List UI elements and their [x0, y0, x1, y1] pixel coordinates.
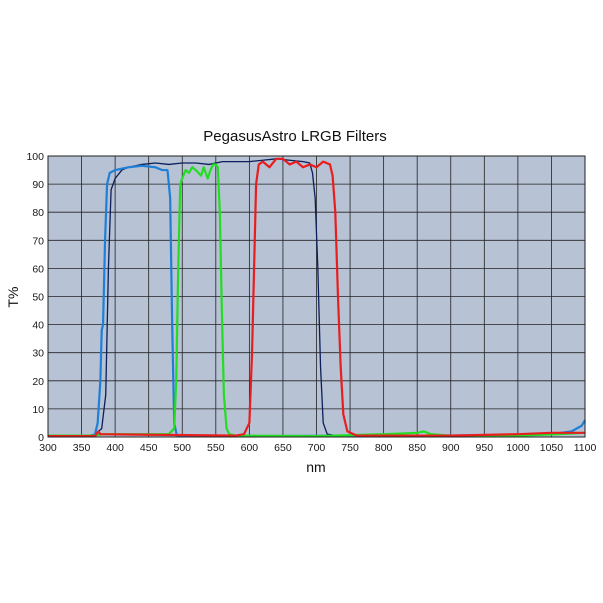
x-tick-label: 700 — [308, 442, 326, 454]
x-tick-label: 1000 — [506, 442, 530, 454]
chart-title: PegasusAstro LRGB Filters — [203, 128, 386, 145]
x-tick-label: 300 — [39, 442, 57, 454]
y-tick-label: 20 — [32, 376, 44, 388]
y-tick-label: 40 — [32, 320, 44, 332]
series-line — [48, 158, 586, 437]
y-axis-label: T% — [5, 287, 21, 308]
x-tick-label: 600 — [241, 442, 259, 454]
y-tick-label: 60 — [32, 263, 44, 275]
x-tick-label: 500 — [173, 442, 191, 454]
x-tick-label: 450 — [140, 442, 158, 454]
x-tick-label: 350 — [73, 442, 91, 454]
y-tick-label: 100 — [26, 151, 44, 163]
y-tick-label: 10 — [32, 404, 44, 416]
y-tick-label: 50 — [32, 292, 44, 304]
x-tick-label: 900 — [442, 442, 460, 454]
y-tick-label: 30 — [32, 348, 44, 360]
x-tick-label: 1100 — [574, 442, 597, 454]
grid-lines — [48, 156, 585, 437]
y-tick-label: 0 — [38, 432, 44, 444]
x-axis-label: nm — [306, 459, 325, 475]
series-line — [48, 157, 585, 438]
x-tick-label: 400 — [106, 442, 124, 454]
x-tick-label: 850 — [408, 442, 426, 454]
x-tick-label: 650 — [274, 442, 292, 454]
x-tick-label: 1050 — [540, 442, 564, 454]
x-tick-label: 800 — [375, 442, 393, 454]
y-tick-label: 90 — [32, 179, 44, 191]
plot-frame — [47, 155, 586, 438]
x-axis-ticks: 300 350 400 450 500 550 600 650 700 750 800 850 900 9… — [39, 442, 596, 454]
x-tick-label: 550 — [207, 442, 225, 454]
series-line — [48, 163, 586, 438]
series-lines — [48, 157, 586, 438]
y-tick-label: 70 — [32, 235, 44, 247]
x-tick-label: 950 — [476, 442, 494, 454]
y-axis-ticks: 0 10 20 30 40 50 60 70 80 90 100 — [26, 151, 44, 444]
y-tick-label: 80 — [32, 207, 44, 219]
x-tick-label: 750 — [341, 442, 359, 454]
